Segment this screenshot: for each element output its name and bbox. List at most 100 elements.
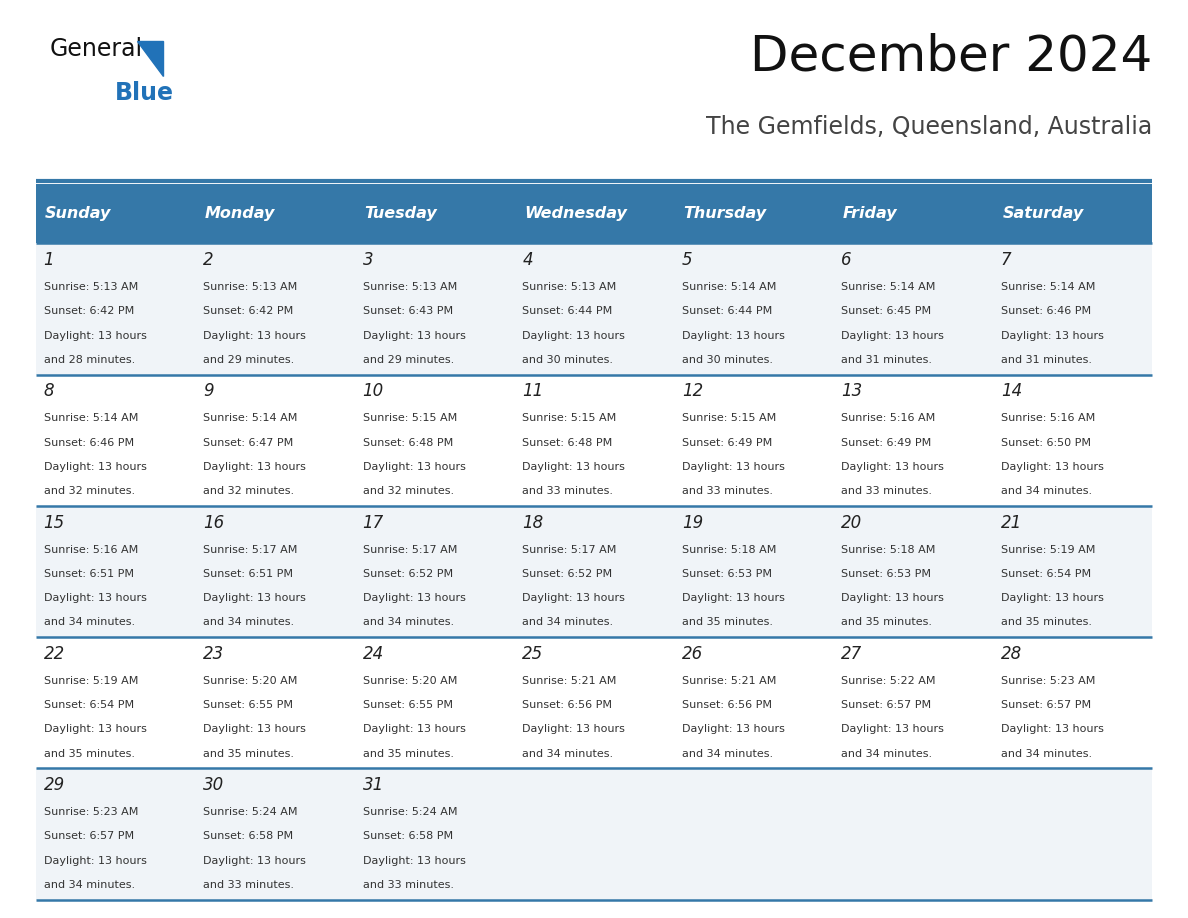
Text: 26: 26 — [682, 645, 703, 663]
Text: Sunrise: 5:17 AM: Sunrise: 5:17 AM — [523, 544, 617, 554]
Text: Sunrise: 5:22 AM: Sunrise: 5:22 AM — [841, 676, 936, 686]
Text: Sunday: Sunday — [45, 206, 112, 221]
FancyBboxPatch shape — [993, 637, 1152, 768]
Text: Sunrise: 5:24 AM: Sunrise: 5:24 AM — [203, 807, 298, 817]
Text: 22: 22 — [44, 645, 65, 663]
Text: Daylight: 13 hours: Daylight: 13 hours — [362, 593, 466, 603]
Text: Sunset: 6:48 PM: Sunset: 6:48 PM — [523, 438, 613, 448]
FancyBboxPatch shape — [36, 637, 195, 768]
Text: and 34 minutes.: and 34 minutes. — [523, 618, 613, 627]
Text: 6: 6 — [841, 252, 852, 269]
Text: and 31 minutes.: and 31 minutes. — [841, 355, 933, 364]
FancyBboxPatch shape — [514, 375, 674, 506]
Text: Daylight: 13 hours: Daylight: 13 hours — [203, 593, 307, 603]
Text: Daylight: 13 hours: Daylight: 13 hours — [682, 330, 784, 341]
Text: Sunset: 6:53 PM: Sunset: 6:53 PM — [682, 569, 772, 579]
Text: Daylight: 13 hours: Daylight: 13 hours — [1000, 593, 1104, 603]
Text: Daylight: 13 hours: Daylight: 13 hours — [1000, 330, 1104, 341]
Text: Wednesday: Wednesday — [524, 206, 627, 221]
Text: and 32 minutes.: and 32 minutes. — [362, 487, 454, 496]
FancyBboxPatch shape — [195, 637, 355, 768]
Text: Sunrise: 5:19 AM: Sunrise: 5:19 AM — [44, 676, 138, 686]
Text: Tuesday: Tuesday — [365, 206, 437, 221]
Text: Sunset: 6:45 PM: Sunset: 6:45 PM — [841, 307, 931, 317]
Text: and 33 minutes.: and 33 minutes. — [841, 487, 933, 496]
Text: Sunset: 6:57 PM: Sunset: 6:57 PM — [1000, 700, 1091, 711]
FancyBboxPatch shape — [195, 243, 355, 375]
Text: The Gemfields, Queensland, Australia: The Gemfields, Queensland, Australia — [706, 115, 1152, 139]
Text: Daylight: 13 hours: Daylight: 13 hours — [44, 856, 146, 866]
Text: December 2024: December 2024 — [750, 32, 1152, 80]
Text: Daylight: 13 hours: Daylight: 13 hours — [203, 724, 307, 734]
Text: 7: 7 — [1000, 252, 1011, 269]
Text: Sunset: 6:57 PM: Sunset: 6:57 PM — [44, 832, 134, 842]
Text: Sunrise: 5:21 AM: Sunrise: 5:21 AM — [682, 676, 776, 686]
Text: and 30 minutes.: and 30 minutes. — [682, 355, 772, 364]
Text: Sunrise: 5:18 AM: Sunrise: 5:18 AM — [682, 544, 776, 554]
FancyBboxPatch shape — [36, 243, 195, 375]
FancyBboxPatch shape — [355, 184, 514, 243]
Text: Sunrise: 5:23 AM: Sunrise: 5:23 AM — [44, 807, 138, 817]
Text: Sunset: 6:52 PM: Sunset: 6:52 PM — [523, 569, 612, 579]
FancyBboxPatch shape — [36, 375, 195, 506]
Text: 14: 14 — [1000, 383, 1022, 400]
Text: Sunset: 6:57 PM: Sunset: 6:57 PM — [841, 700, 931, 711]
Text: Sunset: 6:51 PM: Sunset: 6:51 PM — [203, 569, 293, 579]
FancyBboxPatch shape — [355, 375, 514, 506]
Text: Sunrise: 5:20 AM: Sunrise: 5:20 AM — [362, 676, 457, 686]
Text: Daylight: 13 hours: Daylight: 13 hours — [44, 724, 146, 734]
Text: Sunset: 6:54 PM: Sunset: 6:54 PM — [44, 700, 134, 711]
Text: and 34 minutes.: and 34 minutes. — [1000, 749, 1092, 758]
Text: 28: 28 — [1000, 645, 1022, 663]
Text: Daylight: 13 hours: Daylight: 13 hours — [682, 593, 784, 603]
Text: Sunrise: 5:14 AM: Sunrise: 5:14 AM — [841, 282, 936, 292]
Text: and 32 minutes.: and 32 minutes. — [44, 487, 134, 496]
FancyBboxPatch shape — [514, 243, 674, 375]
Text: Daylight: 13 hours: Daylight: 13 hours — [44, 462, 146, 472]
FancyBboxPatch shape — [195, 506, 355, 637]
Text: and 34 minutes.: and 34 minutes. — [523, 749, 613, 758]
Text: and 33 minutes.: and 33 minutes. — [682, 487, 772, 496]
Text: General: General — [50, 37, 143, 61]
Text: Sunset: 6:44 PM: Sunset: 6:44 PM — [682, 307, 772, 317]
Text: Sunrise: 5:16 AM: Sunrise: 5:16 AM — [841, 413, 935, 423]
FancyBboxPatch shape — [674, 768, 833, 900]
Text: Sunset: 6:47 PM: Sunset: 6:47 PM — [203, 438, 293, 448]
Text: 27: 27 — [841, 645, 862, 663]
Text: Blue: Blue — [115, 81, 175, 105]
Text: Daylight: 13 hours: Daylight: 13 hours — [203, 330, 307, 341]
Text: Daylight: 13 hours: Daylight: 13 hours — [523, 593, 625, 603]
Text: 16: 16 — [203, 514, 225, 532]
FancyBboxPatch shape — [514, 637, 674, 768]
Text: 5: 5 — [682, 252, 693, 269]
Text: and 34 minutes.: and 34 minutes. — [841, 749, 933, 758]
Text: and 35 minutes.: and 35 minutes. — [841, 618, 933, 627]
FancyBboxPatch shape — [833, 243, 993, 375]
Text: Sunset: 6:42 PM: Sunset: 6:42 PM — [203, 307, 293, 317]
Text: Sunrise: 5:19 AM: Sunrise: 5:19 AM — [1000, 544, 1095, 554]
FancyBboxPatch shape — [514, 506, 674, 637]
Text: Sunset: 6:53 PM: Sunset: 6:53 PM — [841, 569, 931, 579]
Text: Sunset: 6:52 PM: Sunset: 6:52 PM — [362, 569, 453, 579]
Text: 8: 8 — [44, 383, 55, 400]
Text: Daylight: 13 hours: Daylight: 13 hours — [841, 330, 944, 341]
Text: and 34 minutes.: and 34 minutes. — [1000, 487, 1092, 496]
Text: and 32 minutes.: and 32 minutes. — [203, 487, 295, 496]
Text: and 33 minutes.: and 33 minutes. — [523, 487, 613, 496]
Text: Sunset: 6:48 PM: Sunset: 6:48 PM — [362, 438, 453, 448]
Text: Daylight: 13 hours: Daylight: 13 hours — [362, 462, 466, 472]
Text: 19: 19 — [682, 514, 703, 532]
FancyBboxPatch shape — [355, 637, 514, 768]
Text: and 34 minutes.: and 34 minutes. — [44, 880, 134, 890]
Text: and 34 minutes.: and 34 minutes. — [362, 618, 454, 627]
FancyBboxPatch shape — [993, 375, 1152, 506]
Text: Sunset: 6:50 PM: Sunset: 6:50 PM — [1000, 438, 1091, 448]
Text: 18: 18 — [523, 514, 543, 532]
Text: Sunset: 6:49 PM: Sunset: 6:49 PM — [841, 438, 931, 448]
Text: 24: 24 — [362, 645, 384, 663]
FancyBboxPatch shape — [36, 184, 195, 243]
Text: Sunset: 6:55 PM: Sunset: 6:55 PM — [362, 700, 453, 711]
Text: Sunrise: 5:17 AM: Sunrise: 5:17 AM — [362, 544, 457, 554]
Text: Sunset: 6:51 PM: Sunset: 6:51 PM — [44, 569, 133, 579]
Text: Sunset: 6:46 PM: Sunset: 6:46 PM — [44, 438, 134, 448]
